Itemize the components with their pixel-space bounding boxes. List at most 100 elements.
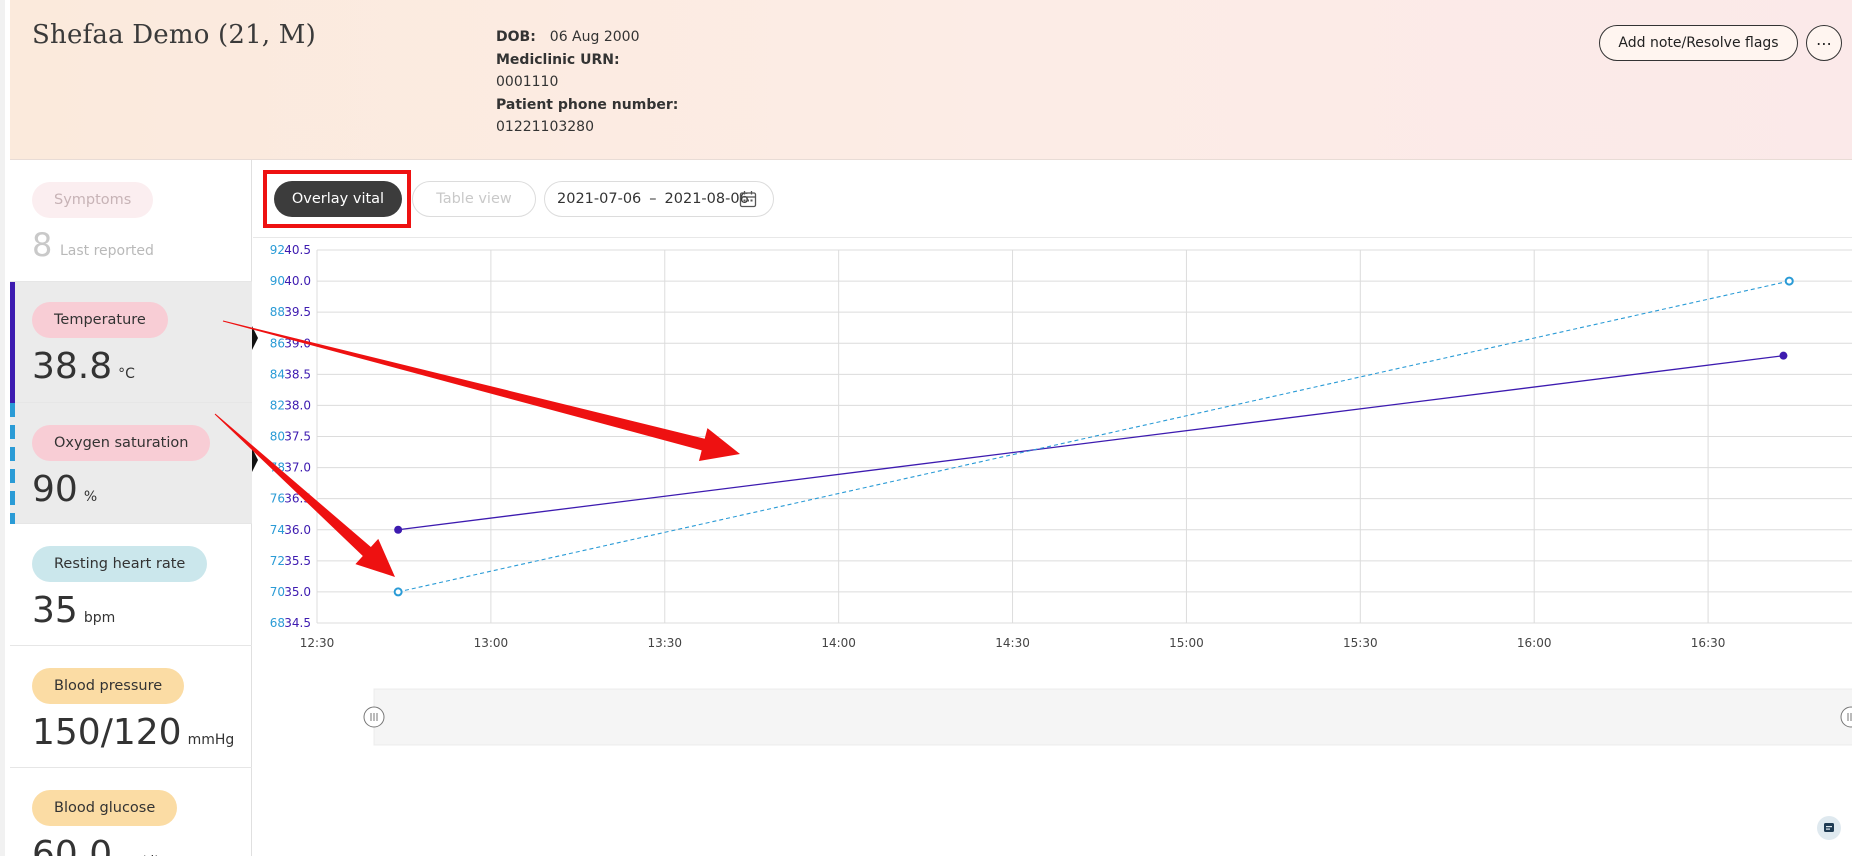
oxygen-tick-label: 92 — [270, 243, 285, 257]
chart-toolbar: Overlay vital Table view 2021-07-06 – 20… — [253, 160, 1852, 238]
oxygen-pill: Oxygen saturation — [32, 425, 211, 461]
temp-tick-label: 34.5 — [284, 616, 311, 630]
symptoms-pill: Symptoms — [32, 182, 154, 218]
urn-value: 0001110 — [496, 74, 559, 91]
temp-tick-label: 36.0 — [284, 523, 311, 537]
temperature-data-point — [1779, 351, 1788, 360]
oxygen-tick-label: 88 — [270, 305, 285, 319]
patient-info: DOB: 06 Aug 2000 Mediclinic URN: 0001110 … — [496, 26, 678, 139]
x-tick-label: 12:30 — [300, 636, 335, 650]
temperature-value: 38.8 °C — [32, 346, 135, 387]
calendar-icon[interactable] — [739, 190, 757, 208]
x-tick-label: 15:30 — [1343, 636, 1378, 650]
range-navigator — [373, 688, 1852, 746]
temp-tick-label: 37.5 — [284, 430, 311, 444]
vital-oxygen-saturation[interactable]: Oxygen saturation 90% — [10, 403, 258, 524]
temp-tick-label: 37.0 — [284, 461, 311, 475]
vital-blood-pressure[interactable]: Blood pressure 150/120 mmHg — [10, 646, 252, 768]
oxygen-tick-label: 86 — [270, 336, 285, 350]
oxygen-selected-bar — [10, 403, 15, 524]
symptoms-count: 8 — [32, 226, 53, 264]
blood-glucose-unit: mg/dL — [118, 854, 162, 856]
x-tick-label: 13:00 — [474, 636, 509, 650]
x-tick-label: 13:30 — [647, 636, 682, 650]
oxygen-unit: % — [83, 489, 98, 505]
vitals-sidebar: Symptoms 8 Last reported Temperature 38.… — [10, 160, 258, 856]
oxygen-pointer — [252, 448, 258, 472]
oxygen-tick-label: 76 — [270, 492, 285, 506]
date-start: 2021-07-06 — [557, 191, 642, 207]
temperature-selected-bar — [10, 282, 15, 403]
heart-rate-pill: Resting heart rate — [32, 546, 208, 582]
vital-blood-glucose[interactable]: Blood glucose 60.0 mg/dL — [10, 768, 252, 856]
date-separator: – — [649, 191, 657, 207]
dob-value: 06 Aug 2000 — [549, 29, 640, 45]
oxygen-tick-label: 90 — [270, 274, 285, 288]
patient-name: Shefaa Demo (21, M) — [32, 20, 316, 50]
more-options-button[interactable]: ⋯ — [1806, 25, 1842, 61]
temperature-pointer — [252, 326, 258, 350]
blood-pressure-value: 150/120 mmHg — [32, 712, 234, 753]
vital-temperature[interactable]: Temperature 38.8 °C — [10, 282, 258, 403]
blood-glucose-number: 60.0 — [32, 834, 113, 856]
x-tick-label: 14:30 — [995, 636, 1030, 650]
blood-pressure-number: 150/120 — [32, 712, 182, 753]
temp-tick-label: 39.5 — [284, 305, 311, 319]
temperature-number: 38.8 — [32, 346, 113, 387]
annotation-arrow-1 — [222, 320, 740, 461]
oxygen-tick-label: 68 — [270, 616, 285, 630]
oxygen-value: 90% — [32, 469, 97, 510]
oxygen-tick-label: 82 — [270, 398, 285, 412]
temperature-series-line — [398, 355, 1784, 531]
patient-header: Shefaa Demo (21, M) DOB: 06 Aug 2000 Medi… — [10, 0, 1852, 160]
oxygen-data-point — [1784, 276, 1794, 286]
oxygen-number: 90 — [32, 469, 78, 510]
blood-glucose-value: 60.0 mg/dL — [32, 834, 162, 856]
oxygen-tick-label: 70 — [270, 585, 285, 599]
oxygen-tick-label: 74 — [270, 523, 285, 537]
heart-rate-value: 35 bpm — [32, 590, 115, 631]
heart-rate-unit: bpm — [83, 610, 116, 626]
x-tick-label: 16:00 — [1517, 636, 1552, 650]
x-tick-label: 16:30 — [1691, 636, 1726, 650]
chat-icon[interactable] — [1817, 816, 1841, 840]
dob-label: DOB: — [496, 29, 536, 45]
date-range-picker[interactable]: 2021-07-06 – 2021-08-06 — [544, 181, 774, 217]
chart-svg: 40.540.039.539.038.538.037.537.036.536.0… — [214, 243, 1852, 746]
range-handle-right — [1840, 706, 1852, 728]
phone-value: 01221103280 — [496, 119, 594, 136]
phone-label: Patient phone number: — [496, 96, 679, 113]
x-tick-label: 15:00 — [1169, 636, 1204, 650]
temp-tick-label: 38.5 — [284, 367, 311, 381]
oxygen-tick-label: 72 — [270, 554, 285, 568]
temperature-pill: Temperature — [32, 302, 168, 338]
table-view-button[interactable]: Table view — [412, 181, 536, 217]
temp-tick-label: 35.5 — [284, 554, 311, 568]
blood-glucose-pill: Blood glucose — [32, 790, 178, 826]
vital-resting-heart-rate[interactable]: Resting heart rate 35 bpm — [10, 524, 252, 646]
add-note-button[interactable]: Add note/Resolve flags — [1599, 25, 1798, 61]
vitals-chart: 40.5 40.0 39.5 39.0 38.5 38.0 37.5 37.0 36.5 36.0… — [214, 238, 1852, 856]
temp-tick-label: 35.0 — [284, 585, 311, 599]
more-icon: ⋯ — [1816, 33, 1832, 53]
temperature-data-point — [394, 525, 403, 534]
temp-tick-label: 40.0 — [284, 274, 311, 288]
annotation-arrow-2 — [214, 413, 395, 577]
x-tick-label: 14:00 — [821, 636, 856, 650]
vital-symptoms[interactable]: Symptoms 8 Last reported — [10, 160, 252, 282]
temp-tick-label: 38.0 — [284, 398, 311, 412]
oxygen-data-point — [393, 587, 403, 597]
urn-label: Mediclinic URN: — [496, 51, 620, 68]
temperature-unit: °C — [118, 366, 135, 382]
temp-tick-label: 40.5 — [284, 243, 311, 257]
date-end: 2021-08-06 — [664, 191, 749, 207]
blood-pressure-unit: mmHg — [187, 732, 235, 748]
overlay-vital-button[interactable]: Overlay vital — [274, 181, 402, 217]
oxygen-tick-label: 80 — [270, 430, 285, 444]
annotation-highlight-box — [263, 170, 411, 228]
oxygen-tick-label: 84 — [270, 367, 285, 381]
heart-rate-number: 35 — [32, 590, 78, 631]
blood-pressure-pill: Blood pressure — [32, 668, 185, 704]
symptoms-count-text: Last reported — [60, 243, 154, 259]
